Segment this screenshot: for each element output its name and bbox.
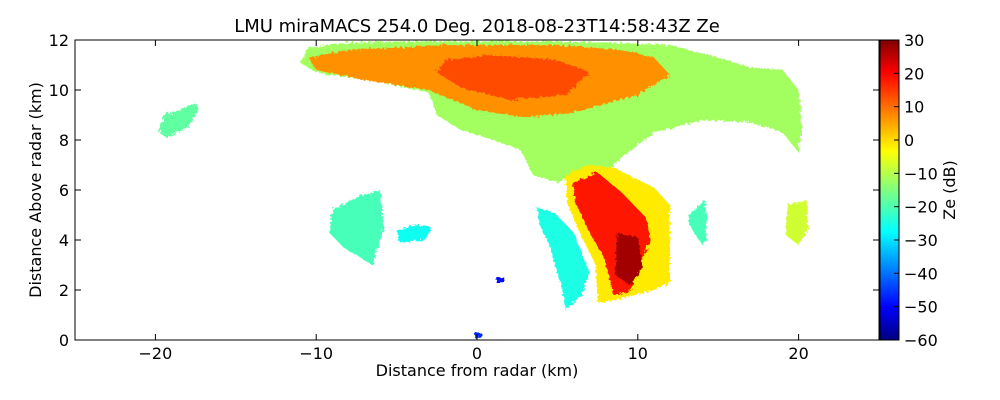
colorbar <box>879 39 900 341</box>
echo-region-mid-echo-small <box>396 225 432 243</box>
colorbar-ticks: 30 20 10 0 −10 −20 −30 −40 −50 −60 <box>894 31 938 350</box>
colorbar-tick-label: −30 <box>904 231 938 250</box>
echo-region-right-echo-b <box>785 200 809 245</box>
x-tick-label: 20 <box>788 344 808 363</box>
colorbar-tick-label: 30 <box>904 31 924 50</box>
plot-area <box>158 41 809 339</box>
y-tick-label: 12 <box>49 31 69 50</box>
echo-region-anvil-max <box>436 55 590 100</box>
x-tick-label: −10 <box>299 344 333 363</box>
colorbar-tick-label: 10 <box>904 98 924 117</box>
y-tick-label: 0 <box>59 331 69 350</box>
y-tick-label: 10 <box>49 81 69 100</box>
x-axis: −20 −10 0 10 20 <box>139 40 809 363</box>
colorbar-tick-label: −40 <box>904 264 938 283</box>
echo-region-core-max <box>615 232 643 285</box>
y-tick-label: 6 <box>59 181 69 200</box>
x-tick-label: 10 <box>628 344 648 363</box>
chart-title: LMU miraMACS 254.0 Deg. 2018-08-23T14:58… <box>234 16 720 37</box>
echo-region-speck <box>496 277 505 283</box>
y-tick-label: 2 <box>59 281 69 300</box>
y-tick-label: 8 <box>59 131 69 150</box>
y-tick-label: 4 <box>59 231 69 250</box>
colorbar-tick-label: −20 <box>904 198 938 217</box>
colorbar-tick-label: 0 <box>904 131 914 150</box>
echo-region-left-echo <box>158 102 199 138</box>
colorbar-tick-label: −50 <box>904 298 938 317</box>
x-tick-label: −20 <box>139 344 173 363</box>
colorbar-tick-label: 20 <box>904 64 924 83</box>
echo-region-mid-echo-left <box>329 190 384 265</box>
colorbar-tick-label: −10 <box>904 164 938 183</box>
echo-region-ground-clutter <box>473 332 482 339</box>
x-axis-label: Distance from radar (km) <box>376 361 579 380</box>
colorbar-tick-label: −60 <box>904 331 938 350</box>
y-axis-label: Distance Above radar (km) <box>26 82 45 298</box>
x-tick-label: 0 <box>472 344 482 363</box>
echo-region-slanted-streak <box>536 207 590 310</box>
colorbar-label: Ze (dB) <box>940 160 959 220</box>
y-axis: 0 2 4 6 8 10 12 <box>49 31 879 350</box>
echo-region-right-echo-a <box>689 200 707 245</box>
